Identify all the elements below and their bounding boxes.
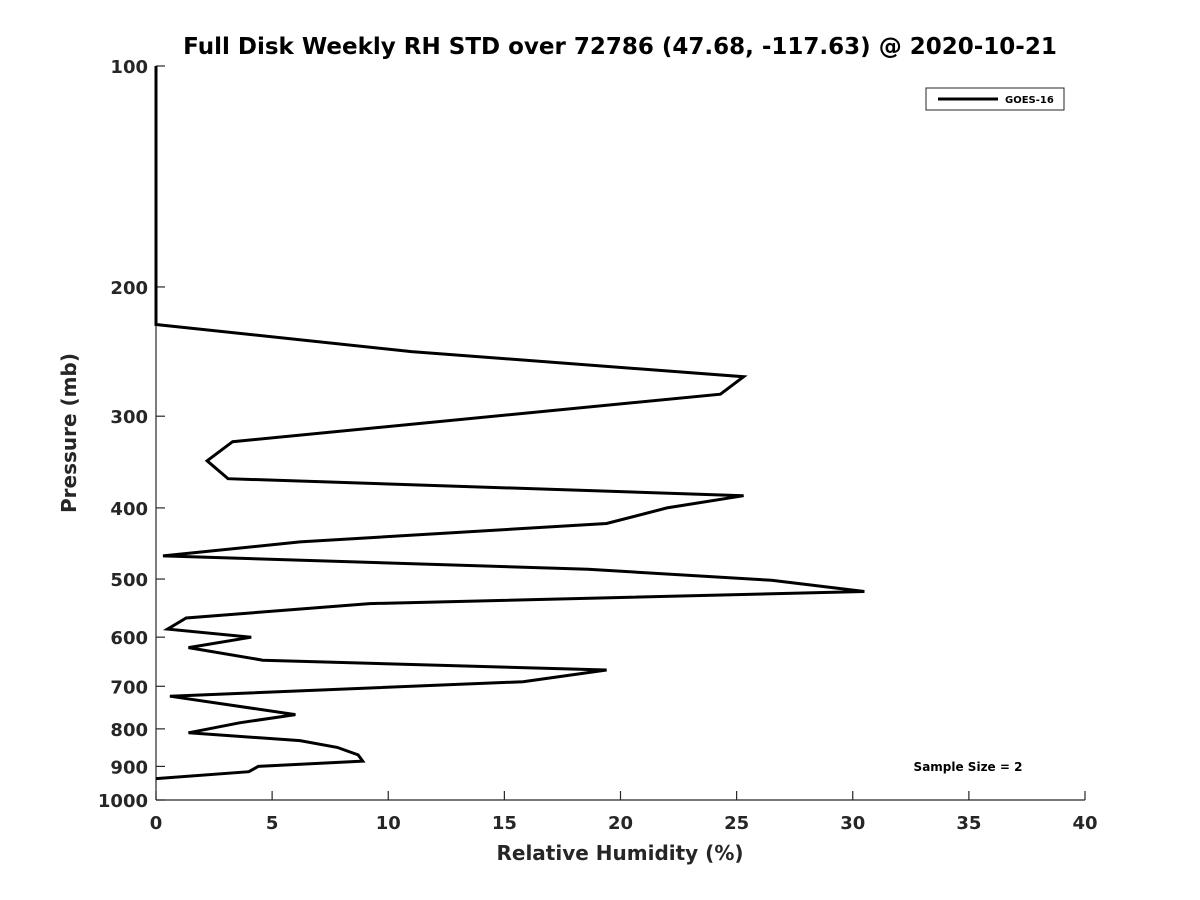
- x-tick-label: 30: [840, 813, 865, 834]
- series-line-goes-16: [154, 66, 865, 781]
- y-tick-label: 600: [110, 628, 148, 649]
- x-tick-label: 0: [150, 813, 163, 834]
- y-tick-label: 800: [110, 720, 148, 741]
- chart-title: Full Disk Weekly RH STD over 72786 (47.6…: [183, 34, 1057, 60]
- legend-label-goes-16: GOES-16: [1005, 95, 1054, 106]
- y-tick-label: 400: [110, 499, 148, 520]
- legend: GOES-16: [925, 87, 1065, 111]
- x-tick-label: 20: [608, 813, 633, 834]
- x-tick-label: 40: [1072, 813, 1097, 834]
- y-tick-label: 500: [110, 570, 148, 591]
- y-tick-label: 700: [110, 677, 148, 698]
- y-ticks: 100 200 300 400 500 600 700 800 900 1000: [98, 57, 165, 812]
- sample-size-annotation: Sample Size = 2: [914, 760, 1023, 774]
- y-tick-label: 1000: [98, 791, 148, 812]
- x-axis-label: Relative Humidity (%): [496, 841, 743, 865]
- x-tick-label: 5: [266, 813, 279, 834]
- y-tick-label: 200: [110, 278, 148, 299]
- series-layer: [154, 66, 865, 781]
- x-ticks: 0 5 10 15 20 25 30 35 40: [150, 791, 1098, 834]
- x-tick-label: 15: [492, 813, 517, 834]
- y-axis-label: Pressure (mb): [57, 353, 81, 513]
- x-tick-label: 25: [724, 813, 749, 834]
- y-tick-label: 300: [110, 407, 148, 428]
- x-tick-label: 10: [376, 813, 401, 834]
- y-tick-label: 900: [110, 757, 148, 778]
- y-tick-label: 100: [110, 57, 148, 78]
- x-tick-label: 35: [956, 813, 981, 834]
